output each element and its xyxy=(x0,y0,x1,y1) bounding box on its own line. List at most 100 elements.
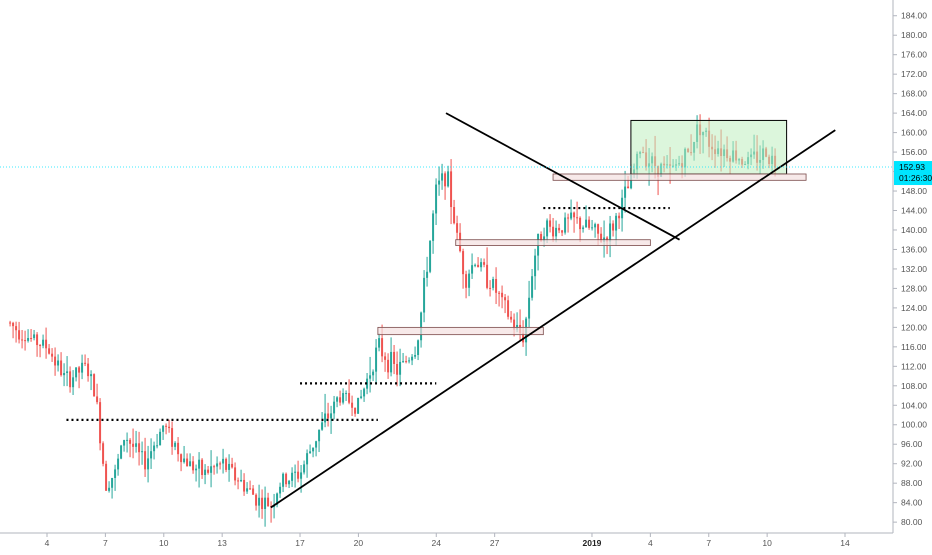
candle-body xyxy=(150,451,153,459)
candle-body xyxy=(174,442,177,447)
candle-body xyxy=(276,493,279,505)
candle-body xyxy=(438,180,441,185)
candle-body xyxy=(207,469,210,473)
y-tick-label: 132.00 xyxy=(901,264,927,274)
candle-body xyxy=(330,413,333,419)
x-tick-label: 7 xyxy=(103,538,108,548)
x-tick-label: 20 xyxy=(354,538,364,548)
y-tick-label: 168.00 xyxy=(901,89,927,99)
candle-body xyxy=(546,220,549,237)
descending-resistance-line xyxy=(445,112,680,241)
candle-body xyxy=(279,486,282,494)
candle-body xyxy=(588,219,591,228)
candle-body xyxy=(360,396,363,398)
candle-body xyxy=(582,227,585,230)
candle-body xyxy=(78,367,81,373)
candle-body xyxy=(168,426,171,429)
candle-body xyxy=(156,445,159,447)
candle-body xyxy=(63,373,66,376)
y-tick-label: 180.00 xyxy=(901,30,927,40)
y-tick-label: 108.00 xyxy=(901,381,927,391)
candle-body xyxy=(495,279,498,293)
candle-body xyxy=(531,276,534,298)
candle-body xyxy=(105,463,108,491)
candle-body xyxy=(486,264,489,288)
candle-body xyxy=(372,371,375,376)
candle-body xyxy=(390,351,393,373)
candle-body xyxy=(351,402,354,408)
candle-body xyxy=(291,472,294,481)
candle-body xyxy=(93,374,96,397)
candle-body xyxy=(21,339,24,341)
x-tick-label: 10 xyxy=(762,538,772,548)
candle-body xyxy=(48,348,51,354)
candle-body xyxy=(447,171,450,187)
candle-body xyxy=(159,431,162,446)
candle-body xyxy=(462,251,465,275)
candle-body xyxy=(345,393,348,395)
candle-body xyxy=(258,497,261,506)
candle-body xyxy=(240,479,243,482)
candle-body xyxy=(432,213,435,241)
candle-body xyxy=(126,439,129,441)
candle-body xyxy=(42,339,45,346)
candle-body xyxy=(627,186,630,189)
candle-body xyxy=(384,356,387,360)
candle-body xyxy=(228,463,231,470)
candle-body xyxy=(315,441,318,448)
candle-body xyxy=(87,363,90,377)
candle-body xyxy=(123,440,126,446)
x-tick-label: 24 xyxy=(432,538,442,548)
candle-body xyxy=(468,273,471,288)
candle-body xyxy=(501,292,504,298)
candle-body xyxy=(15,326,18,331)
candle-body xyxy=(72,377,75,388)
candle-body xyxy=(567,217,570,219)
candle-body xyxy=(333,401,336,414)
candle-body xyxy=(375,347,378,372)
candle-body xyxy=(444,173,447,187)
candle-body xyxy=(138,443,141,453)
candle-body xyxy=(321,422,324,430)
candle-body xyxy=(387,359,390,373)
candle-body xyxy=(612,223,615,231)
y-tick-label: 96.00 xyxy=(901,439,923,449)
x-tick-label: 13 xyxy=(217,538,227,548)
candle-body xyxy=(153,445,156,452)
candle-body xyxy=(141,451,144,453)
candle-body xyxy=(255,494,258,506)
candle-body xyxy=(591,227,594,229)
candle-body xyxy=(57,360,60,366)
candle-body xyxy=(186,458,189,467)
y-tick-label: 124.00 xyxy=(901,303,927,313)
candle-body xyxy=(366,378,369,389)
candle-body xyxy=(561,230,564,233)
candle-body xyxy=(411,356,414,361)
candle-body xyxy=(288,480,291,485)
candle-body xyxy=(594,224,597,228)
candle-body xyxy=(60,360,63,376)
y-tick-label: 112.00 xyxy=(901,361,927,371)
candle-body xyxy=(408,360,411,362)
y-tick-label: 116.00 xyxy=(901,342,927,352)
candle-body xyxy=(177,442,180,455)
candle-body xyxy=(234,467,237,481)
candle-body xyxy=(576,217,579,219)
candle-body xyxy=(39,345,42,347)
candle-body xyxy=(201,459,204,475)
candle-body xyxy=(369,375,372,379)
candle-body xyxy=(51,353,54,357)
candle-body xyxy=(216,463,219,467)
candle-body xyxy=(147,458,150,470)
y-tick-label: 92.00 xyxy=(901,459,923,469)
candle-body xyxy=(456,223,459,233)
candle-body xyxy=(9,322,12,324)
candle-body xyxy=(465,274,468,288)
candle-body xyxy=(33,334,36,339)
current-price-label: 152.93 xyxy=(899,162,925,172)
y-tick-label: 120.00 xyxy=(901,322,927,332)
candle-body xyxy=(615,215,618,231)
candle-body xyxy=(420,312,423,341)
candle-body xyxy=(114,469,117,478)
